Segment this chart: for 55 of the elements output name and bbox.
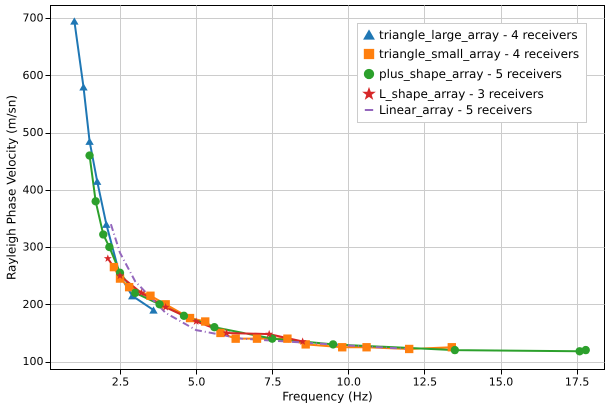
point [450,346,460,354]
y-tick-label: 600 [22,68,44,82]
point [201,317,210,326]
point [110,262,118,272]
point [93,178,102,185]
point [85,151,94,160]
point [405,344,414,354]
point [222,328,231,336]
point [102,220,110,228]
point [268,334,276,343]
x-tick-label: 5.0 [188,376,206,388]
point [362,343,371,352]
y-tick-label: 200 [22,298,44,311]
point [265,330,274,338]
point [283,334,292,343]
point [232,334,240,343]
point [192,317,200,325]
y-tick-label: 100 [22,355,44,368]
point [131,288,140,298]
point [146,292,155,300]
point [582,346,590,354]
legend-label: L_shape_array - 3 receivers [379,87,544,101]
x-axis-title: Frequency (Hz) [282,390,373,404]
y-tick-label: 300 [22,240,44,254]
legend-label: triangle_small_array - 4 receivers [379,47,580,61]
x-tick-label: 10.0 [336,376,362,388]
point [124,282,134,292]
point [104,254,112,262]
point [252,334,262,343]
x-tick-label: 15.0 [488,376,514,388]
point [155,300,164,308]
y-tick-label: 700 [22,12,44,25]
point [210,323,219,332]
point [105,242,114,252]
point [328,340,338,349]
point [180,312,188,320]
point [85,138,94,145]
x-tick-label: 2.5 [112,376,130,388]
point [70,17,79,25]
legend-label: plus_shape_array - 5 receivers [379,67,562,81]
x-tick-label: 12.5 [412,376,438,388]
x-tick-label: 17.5 [564,376,590,388]
point [149,306,158,314]
legend-label: triangle_large_array - 4 receivers [379,28,578,42]
point [79,83,88,90]
legend-label: Linear_array - 5 receivers [379,103,532,117]
y-tick-label: 400 [22,183,44,196]
y-tick-label: 500 [22,126,44,140]
point [99,230,108,239]
point [137,288,146,296]
point [162,303,170,311]
point [338,343,346,352]
x-tick-label: 7.5 [264,376,282,388]
point [91,197,100,206]
y-axis-title: Rayleigh Phase Velocity (m/sn) [4,94,19,280]
